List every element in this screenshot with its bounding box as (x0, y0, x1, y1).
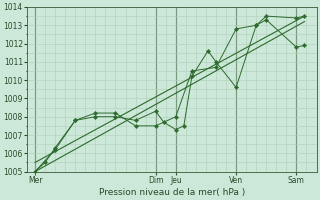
X-axis label: Pression niveau de la mer( hPa ): Pression niveau de la mer( hPa ) (99, 188, 245, 197)
